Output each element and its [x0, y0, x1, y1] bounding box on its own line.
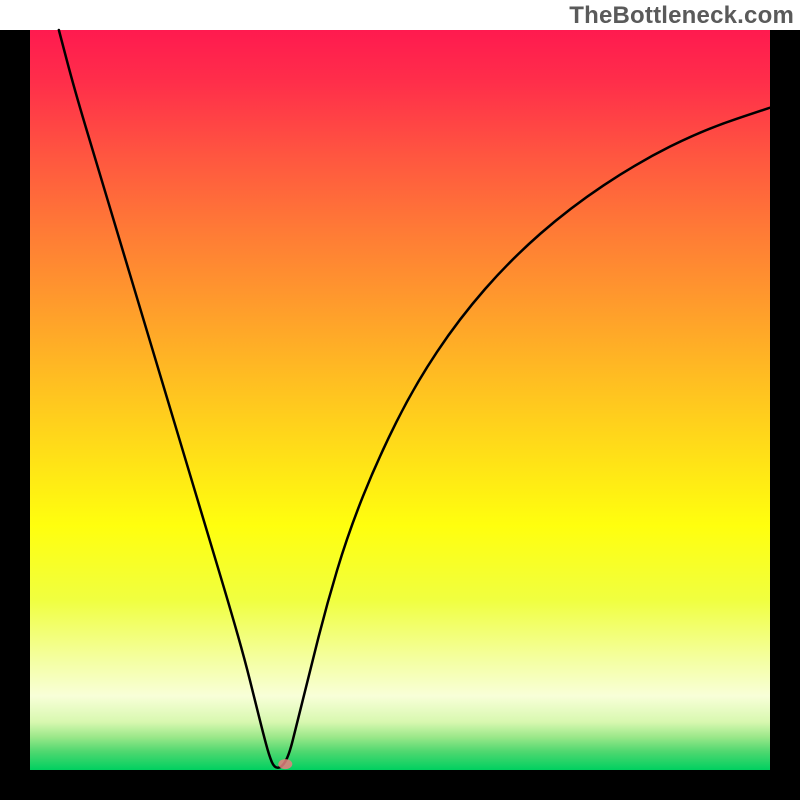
- bottleneck-chart: [0, 0, 800, 800]
- chart-frame: [0, 0, 800, 800]
- watermark-text: TheBottleneck.com: [569, 2, 794, 30]
- optimal-point-marker: [278, 759, 292, 769]
